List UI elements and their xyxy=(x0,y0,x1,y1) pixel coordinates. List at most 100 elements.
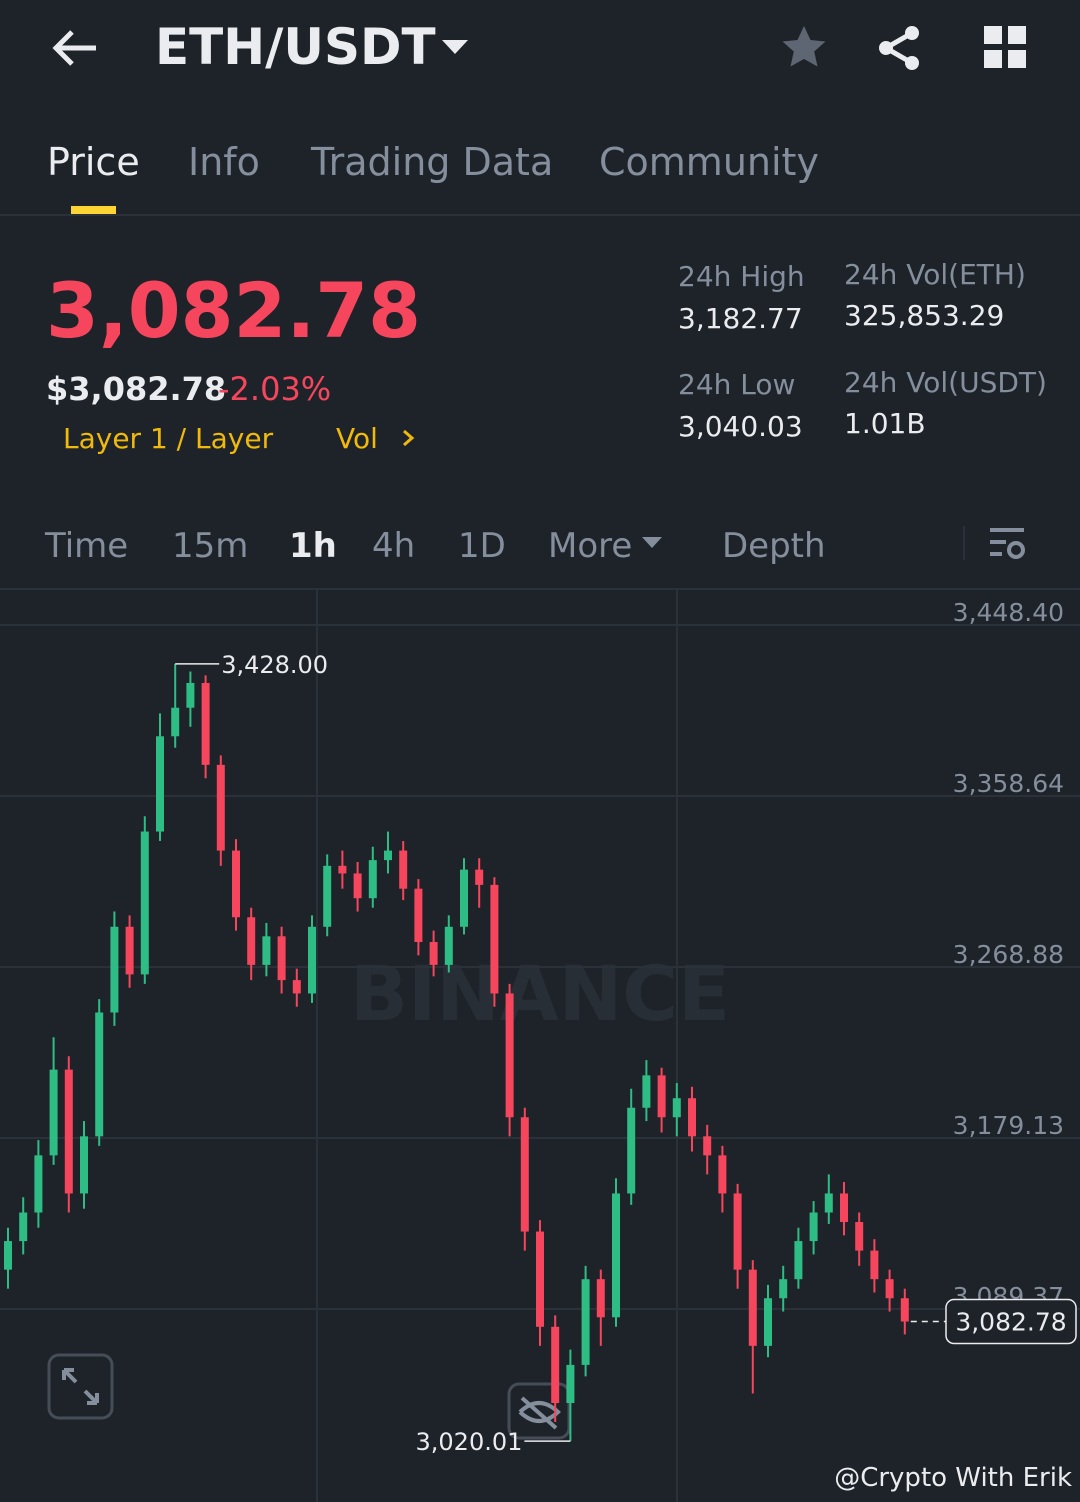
divider xyxy=(0,214,1080,216)
back-icon[interactable] xyxy=(50,28,100,68)
candle-body xyxy=(840,1193,848,1223)
candle-body xyxy=(581,1279,590,1365)
chevron xyxy=(403,429,415,447)
stat-label: 24h Vol(ETH) xyxy=(844,258,1026,291)
candle-body xyxy=(688,1098,696,1137)
candle-body xyxy=(19,1212,28,1242)
candle-body xyxy=(870,1250,879,1280)
credit: @Crypto With Erik xyxy=(834,1463,1072,1493)
favorite-icon[interactable] xyxy=(780,24,828,72)
high-marker-label: 3,428.00 xyxy=(221,651,328,679)
share-icon[interactable] xyxy=(876,24,924,72)
candle-body xyxy=(353,873,362,899)
candle-body xyxy=(125,926,134,975)
candle-body xyxy=(80,1136,88,1194)
candle-body xyxy=(140,831,149,975)
candle-body xyxy=(262,936,271,965)
candle-body xyxy=(764,1298,772,1346)
candle-body xyxy=(308,926,316,994)
timeframe[interactable]: More xyxy=(548,526,633,566)
dropdown-icon xyxy=(642,537,662,548)
candle-body xyxy=(475,869,484,885)
candle-body xyxy=(627,1107,636,1194)
y-tick-label: 3,358.64 xyxy=(953,769,1064,798)
candle-body xyxy=(95,1012,104,1137)
tab[interactable]: Info xyxy=(188,140,260,184)
change: -2.03% xyxy=(218,370,332,408)
candle-body xyxy=(566,1364,575,1403)
candle-body xyxy=(460,869,468,927)
stat-label: 24h High xyxy=(678,260,805,293)
tag[interactable]: Layer 1 / Layer xyxy=(63,422,274,455)
stat-value: 3,182.77 xyxy=(678,302,803,335)
candle-body xyxy=(672,1098,681,1118)
tab-indicator xyxy=(71,206,116,214)
candle-body xyxy=(156,736,164,832)
candle-body xyxy=(201,682,210,765)
candle-body xyxy=(34,1155,43,1213)
expand-icon xyxy=(62,1368,99,1405)
candle-body xyxy=(490,884,499,994)
hide-button[interactable] xyxy=(507,1382,571,1440)
timeframe[interactable]: 1D xyxy=(458,526,506,566)
last-price: 3,082.78 xyxy=(46,266,422,355)
candle-body xyxy=(748,1269,757,1346)
stat-value: 325,853.29 xyxy=(844,299,1005,332)
low-marker-label: 3,020.01 xyxy=(416,1428,523,1456)
stat-label: 24h Low xyxy=(678,368,796,401)
timeframe[interactable]: Time xyxy=(45,526,129,566)
candle-body xyxy=(794,1241,803,1280)
divider xyxy=(963,526,965,560)
chart: BINANCE 3,448.40 3,358.64 3,268.88 3,179.13… xyxy=(0,590,1080,1502)
candle-body xyxy=(399,850,408,889)
settings-icon[interactable] xyxy=(988,526,1028,562)
candle-body xyxy=(551,1326,560,1403)
candle-body xyxy=(49,1069,58,1156)
tag[interactable]: Vol xyxy=(336,422,378,455)
expand-button[interactable] xyxy=(47,1353,114,1420)
candle-body xyxy=(612,1193,620,1318)
candle-body xyxy=(338,865,347,874)
candle-body xyxy=(824,1193,833,1213)
candle-body xyxy=(642,1075,651,1108)
hide-icon xyxy=(518,1396,561,1430)
candle-body xyxy=(657,1075,666,1118)
candle-body xyxy=(900,1298,909,1322)
candle-body xyxy=(429,942,438,965)
candle-body xyxy=(292,980,301,994)
tab[interactable]: Trading Data xyxy=(311,140,554,184)
timeframe[interactable]: Depth xyxy=(722,526,826,566)
candle-body xyxy=(64,1069,73,1194)
candle-body xyxy=(247,917,256,965)
tab[interactable]: Price xyxy=(47,140,140,184)
timeframe[interactable]: 1h xyxy=(289,526,337,566)
last-price-box xyxy=(945,1298,1077,1345)
candle-body xyxy=(520,1117,529,1232)
candle-body xyxy=(718,1155,727,1194)
timeframe[interactable]: 15m xyxy=(172,526,249,566)
candle-body xyxy=(368,860,377,899)
tab[interactable]: Community xyxy=(599,140,819,184)
candle-body xyxy=(505,993,514,1118)
candle-body xyxy=(384,850,392,861)
watermark: BINANCE xyxy=(350,949,730,1038)
y-tick-label: 3,179.13 xyxy=(953,1111,1064,1140)
candle-body xyxy=(779,1279,788,1299)
timeframe[interactable]: 4h xyxy=(372,526,416,566)
dropdown-icon[interactable] xyxy=(440,38,470,58)
candle-body xyxy=(186,682,195,708)
last-price-label: 3,082.78 xyxy=(955,1308,1066,1337)
candle-body xyxy=(216,764,225,851)
candle-body xyxy=(809,1212,818,1242)
candle-body xyxy=(444,926,453,965)
y-tick-label: 3,268.88 xyxy=(953,940,1064,969)
pair-title[interactable]: ETH/USDT xyxy=(155,18,436,76)
candle-body xyxy=(414,888,423,943)
candle-body xyxy=(232,850,240,918)
candle-body xyxy=(171,707,180,737)
candle-body xyxy=(596,1279,605,1318)
candle-body xyxy=(536,1231,544,1327)
grid-icon[interactable] xyxy=(984,26,1028,70)
candle-body xyxy=(855,1222,864,1251)
